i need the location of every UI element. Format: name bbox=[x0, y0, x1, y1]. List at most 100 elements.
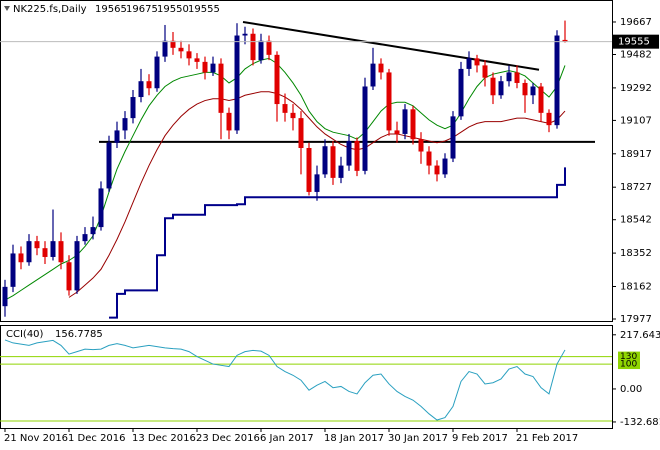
symbol-icon bbox=[4, 6, 10, 11]
level-box bbox=[618, 351, 640, 362]
candle-body bbox=[442, 158, 448, 175]
candle-body bbox=[42, 248, 48, 257]
header-low: 19550 bbox=[157, 4, 189, 15]
price-label: 19555 bbox=[618, 37, 650, 48]
candle-body bbox=[346, 140, 352, 166]
candle-body bbox=[338, 165, 344, 178]
candle-body bbox=[554, 35, 560, 126]
candle-body bbox=[154, 56, 160, 89]
x-tick-label: 30 Jan 2017 bbox=[388, 433, 448, 444]
candle-body bbox=[258, 40, 264, 61]
header-open: 19565 bbox=[95, 4, 127, 15]
candle-body bbox=[114, 130, 120, 143]
candle-body bbox=[210, 63, 216, 73]
candle-body bbox=[234, 35, 240, 131]
candle-body bbox=[458, 68, 464, 117]
candle-body bbox=[490, 77, 496, 96]
candle-body bbox=[426, 151, 432, 166]
candle-body bbox=[466, 58, 472, 69]
candle-body bbox=[394, 130, 400, 134]
candle-body bbox=[34, 241, 40, 249]
moving-line bbox=[68, 91, 566, 298]
candle-body bbox=[474, 58, 480, 66]
candle-body bbox=[290, 112, 296, 119]
candle-body bbox=[538, 86, 544, 113]
candle-body bbox=[170, 40, 176, 48]
candle-body bbox=[250, 33, 256, 61]
candle-body bbox=[218, 63, 224, 113]
candle-body bbox=[18, 253, 24, 263]
candle-body bbox=[66, 262, 72, 291]
y-tick-label: 18162 bbox=[620, 281, 652, 292]
candle-body bbox=[498, 81, 504, 96]
candle-body bbox=[98, 188, 104, 228]
level-box bbox=[618, 359, 640, 370]
header-high: 19675 bbox=[126, 4, 158, 15]
candle-body bbox=[138, 81, 144, 98]
y-tick-label: 19482 bbox=[620, 49, 652, 60]
candle-body bbox=[418, 139, 424, 152]
indicator-title: CCI(40) bbox=[6, 329, 44, 340]
candle-body bbox=[130, 97, 136, 119]
candle-body bbox=[330, 146, 336, 178]
indicator-pane bbox=[0, 325, 613, 429]
y-tick-label: 18917 bbox=[620, 149, 652, 160]
y-tick-label: 217.6435 bbox=[620, 330, 660, 341]
candle-body bbox=[410, 109, 416, 140]
main-pane bbox=[0, 0, 613, 322]
candle-body bbox=[10, 253, 16, 287]
candle-body bbox=[306, 148, 312, 192]
candle-body bbox=[322, 146, 328, 175]
candle-body bbox=[202, 61, 208, 73]
y-tick-label: 19292 bbox=[620, 83, 652, 94]
price-box bbox=[613, 34, 659, 49]
y-tick-label: 0.00 bbox=[620, 384, 642, 395]
candle-body bbox=[514, 72, 520, 83]
x-tick-label: 9 Feb 2017 bbox=[452, 433, 508, 444]
chart-title: NK225.fs,Daily bbox=[13, 4, 87, 15]
candle-body bbox=[482, 65, 488, 78]
moving-line bbox=[4, 57, 566, 301]
x-tick-label: 21 Feb 2017 bbox=[516, 433, 578, 444]
candle-body bbox=[506, 72, 512, 82]
trendline bbox=[242, 20, 540, 71]
candle-body bbox=[434, 165, 440, 175]
x-tick-label: 1 Dec 2016 bbox=[68, 433, 126, 444]
candle-body bbox=[2, 286, 8, 307]
x-tick-label: 13 Dec 2016 bbox=[132, 433, 196, 444]
candle-body bbox=[90, 227, 96, 235]
candle-body bbox=[82, 234, 88, 242]
candle-body bbox=[562, 39, 568, 42]
level-label: 100 bbox=[620, 360, 637, 370]
candle-body bbox=[162, 40, 168, 57]
candle-body bbox=[186, 51, 192, 59]
indicator-value: 156.7785 bbox=[55, 329, 103, 340]
indicator-line bbox=[4, 339, 566, 421]
y-tick-label: 17977 bbox=[620, 314, 652, 325]
level-label: 130 bbox=[620, 352, 637, 362]
candle-body bbox=[362, 86, 368, 171]
candle-body bbox=[450, 116, 456, 159]
candle-body bbox=[386, 72, 392, 131]
y-tick-label: 19667 bbox=[620, 17, 652, 28]
y-tick-label: 18352 bbox=[620, 248, 652, 259]
candle-body bbox=[298, 118, 304, 148]
y-tick-label: 18727 bbox=[620, 182, 652, 193]
candle-body bbox=[314, 174, 320, 192]
candle-body bbox=[146, 81, 152, 89]
candle-body bbox=[178, 47, 184, 52]
y-tick-label: 19107 bbox=[620, 115, 652, 126]
candle-body bbox=[282, 104, 288, 113]
x-tick-label: 23 Dec 2016 bbox=[196, 433, 260, 444]
y-tick-label: -132.681 bbox=[620, 417, 660, 428]
candle-body bbox=[370, 63, 376, 87]
candle-body bbox=[546, 112, 552, 126]
candle-body bbox=[522, 82, 528, 96]
x-tick-label: 18 Jan 2017 bbox=[324, 433, 384, 444]
candle-body bbox=[378, 63, 384, 73]
candle-body bbox=[50, 241, 56, 257]
moving-line bbox=[109, 167, 566, 319]
candle-body bbox=[194, 58, 200, 62]
candle-body bbox=[266, 40, 272, 55]
candle-body bbox=[26, 241, 32, 263]
